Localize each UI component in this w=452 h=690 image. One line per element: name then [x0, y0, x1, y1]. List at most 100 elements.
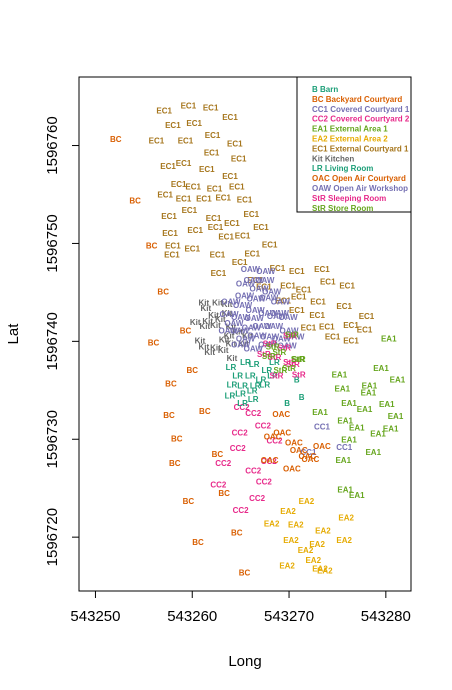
point-label: BC	[192, 538, 204, 547]
point-label: EC1	[222, 113, 238, 122]
point-label: EC1	[196, 194, 212, 203]
point-label: LR	[245, 372, 256, 381]
point-label: OAW	[242, 324, 262, 333]
point-label: EC1	[182, 206, 198, 215]
legend-entry: LR Living Room	[312, 164, 373, 173]
point-label: LR	[235, 389, 246, 398]
point-label: EA2	[299, 497, 315, 506]
point-label: OAC	[301, 455, 319, 464]
point-label: EC1	[184, 244, 200, 253]
point-label: LR	[248, 395, 259, 404]
point-label: EC1	[171, 180, 187, 189]
point-label: Kit	[195, 336, 206, 345]
point-label: EC1	[205, 131, 221, 140]
point-label: EA1	[341, 399, 357, 408]
point-label: EC1	[270, 264, 286, 273]
point-label: EC1	[207, 185, 223, 194]
x-tick-label: 543280	[361, 608, 411, 625]
point-label: EC1	[247, 276, 263, 285]
point-label: OAW	[245, 314, 265, 323]
point-label: EA2	[279, 562, 295, 571]
point-label: OAW	[259, 293, 279, 302]
point-label: BC	[218, 489, 230, 498]
x-axis-title: Long	[228, 653, 261, 670]
point-label: OAW	[230, 327, 250, 336]
point-label: LR	[237, 381, 248, 390]
point-label: EA2	[315, 526, 331, 535]
point-label: OAW	[235, 291, 255, 300]
point-label: BC	[110, 135, 122, 144]
point-label: EC1	[291, 292, 307, 301]
point-label: BC	[148, 338, 160, 347]
legend-entry: StR Store Room	[312, 204, 373, 213]
point-label: EC1	[262, 241, 278, 250]
point-label: StR	[262, 352, 276, 361]
point-label: EC1	[336, 302, 352, 311]
point-label: EA2	[309, 540, 325, 549]
point-label: LR	[240, 358, 251, 367]
point-label: EC1	[181, 101, 197, 110]
point-label: LR	[237, 399, 248, 408]
point-label: OAW	[219, 327, 239, 336]
point-label: EC1	[231, 154, 247, 163]
point-label: OAW	[224, 319, 244, 328]
point-label: CC1	[336, 443, 353, 452]
point-label: CC2	[245, 409, 262, 418]
point-label: EA2	[264, 520, 280, 529]
point-label: BC	[157, 287, 169, 296]
legend-entry: BC Backyard Courtyard	[312, 95, 402, 104]
point-label: EC1	[309, 311, 325, 320]
point-label: LR	[226, 363, 237, 372]
point-label: OAC	[313, 442, 331, 451]
point-label: OAW	[279, 327, 299, 336]
point-label: EC1	[161, 212, 177, 221]
point-label: EA1	[361, 388, 377, 397]
point-label: OAC	[290, 446, 308, 455]
point-label: EA2	[338, 514, 354, 523]
point-label: Kit	[238, 339, 249, 348]
point-label: OAW	[285, 333, 305, 342]
point-label: EC1	[149, 137, 165, 146]
point-label: EC1	[343, 321, 359, 330]
point-label: OAW	[271, 297, 291, 306]
point-label: EC1	[215, 194, 231, 203]
point-label: OAW	[255, 276, 275, 285]
point-label: EC1	[325, 333, 341, 342]
point-label: LR	[247, 386, 258, 395]
x-tick-label: 543270	[264, 608, 314, 625]
point-label: EA1	[370, 429, 386, 438]
point-label: Kit	[219, 335, 230, 344]
point-label: EA1	[381, 334, 397, 343]
point-label: StR	[291, 355, 305, 364]
point-label: BC	[239, 568, 251, 577]
point-label: BC	[180, 327, 192, 336]
point-label: Kit	[226, 323, 237, 332]
point-label: BC	[183, 497, 195, 506]
point-label: StR	[285, 331, 299, 340]
point-label: OAW	[252, 322, 272, 331]
point-label: EC1	[301, 324, 317, 333]
point-label: CC2	[249, 494, 266, 503]
legend-entry: EA2 External Area 2	[312, 135, 388, 144]
point-label: EC1	[256, 283, 272, 292]
x-tick-label: 543260	[167, 608, 217, 625]
point-label: EC1	[218, 233, 234, 242]
point-label: LR	[232, 372, 243, 381]
point-label: CC2	[245, 467, 262, 476]
point-label: EC1	[165, 241, 181, 250]
point-label: StR	[273, 366, 287, 375]
point-label: EC1	[164, 250, 180, 259]
point-label: OAW	[233, 301, 253, 310]
point-label: EA2	[298, 546, 314, 555]
y-axis-title: Lat	[5, 323, 22, 345]
legend-entry: EC1 External Courtyard 1	[312, 144, 409, 153]
point-label: BC	[231, 528, 243, 537]
point-label: OAC	[283, 465, 301, 474]
point-label: BC	[186, 366, 198, 375]
point-label: OAW	[231, 340, 251, 349]
point-label: BC	[129, 196, 141, 205]
point-label: CC2	[255, 422, 272, 431]
point-label: EA1	[337, 485, 353, 494]
